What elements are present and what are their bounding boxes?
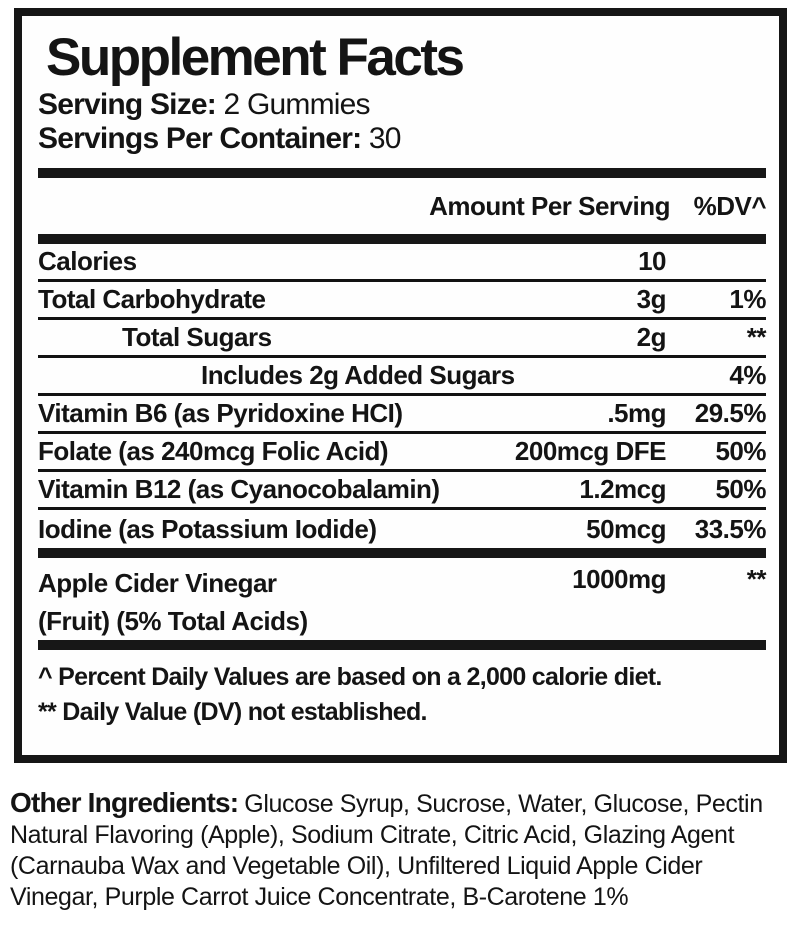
other-ingredients-label: Other Ingredients: xyxy=(10,787,239,818)
nutrient-name: Includes 2g Added Sugars xyxy=(201,360,515,390)
table-row-apple-cider-vinegar: Apple Cider Vinegar (Fruit) (5% Total Ac… xyxy=(38,558,767,640)
acv-name-line2: (Fruit) (5% Total Acids) xyxy=(38,606,308,636)
nutrient-dv: 33.5% xyxy=(694,513,767,544)
nutrient-dv: 29.5% xyxy=(694,398,767,428)
footnotes: ^ Percent Daily Values are based on a 2,… xyxy=(38,660,766,730)
other-ingredients-paragraph: Other Ingredients: Glucose Syrup, Sucrose… xyxy=(10,787,787,913)
panel-title: Supplement Facts xyxy=(46,28,465,87)
servings-per-container-line: Servings Per Container: 30 xyxy=(38,122,766,156)
serving-size-line: Serving Size: 2 Gummies xyxy=(38,88,766,122)
nutrient-amount: 10 xyxy=(638,246,666,276)
nutrient-dv: 50% xyxy=(715,474,766,504)
table-row-vitamin-b12: Vitamin B12 (as Cyanocobalamin) 1.2mcg 5… xyxy=(38,472,767,510)
table-row-folate: Folate (as 240mcg Folic Acid) 200mcg DFE… xyxy=(38,434,767,472)
servings-per-container-label: Servings Per Container: xyxy=(38,122,362,155)
nutrient-name: Calories xyxy=(38,246,137,276)
nutrient-amount: 1000mg xyxy=(572,564,666,594)
serving-size-label: Serving Size: xyxy=(38,88,217,121)
nutrient-amount: 2g xyxy=(636,322,667,352)
amount-per-serving-header: Amount Per Serving xyxy=(429,190,670,221)
nutrient-name: Folate (as 240mcg Folic Acid) xyxy=(38,436,389,466)
table-row-vitamin-b6: Vitamin B6 (as Pyridoxine HCI) .5mg 29.5… xyxy=(38,396,767,434)
divider-bar-header xyxy=(38,234,766,244)
table-row-total-sugars: Total Sugars 2g ** xyxy=(38,320,767,358)
nutrient-name: Total Sugars xyxy=(122,322,272,352)
table-row-iodine: Iodine (as Potassium Iodide) 50mcg 33.5% xyxy=(38,510,767,548)
nutrient-amount: 50mcg xyxy=(586,513,666,544)
nutrient-name: Vitamin B12 (as Cyanocobalamin) xyxy=(38,474,440,504)
nutrient-amount: 200mcg DFE xyxy=(514,436,667,466)
nutrient-dv: 4% xyxy=(729,360,766,390)
nutrient-dv: ** xyxy=(746,322,767,352)
nutrient-amount: .5mg xyxy=(607,398,666,428)
supplement-facts-panel: Supplement Facts Serving Size: 2 Gummies… xyxy=(14,8,787,763)
nutrient-amount: 1.2mcg xyxy=(579,474,666,504)
other-ingredients-text: Glucose Syrup, Sucrose, Water, Glucose, … xyxy=(10,790,763,911)
table-row-total-carbohydrate: Total Carbohydrate 3g 1% xyxy=(38,282,767,320)
nutrient-dv: ** xyxy=(746,564,767,594)
divider-bar-acv xyxy=(38,548,766,558)
table-header-row: Amount Per Serving %DV^ xyxy=(38,178,766,234)
acv-name-line1: Apple Cider Vinegar xyxy=(38,568,277,598)
divider-bar-top xyxy=(38,168,766,178)
divider-bar-footnote xyxy=(38,640,766,650)
table-row-added-sugars: Includes 2g Added Sugars 4% xyxy=(38,358,767,396)
nutrient-name: Total Carbohydrate xyxy=(38,284,266,314)
nutrient-name: Apple Cider Vinegar (Fruit) (5% Total Ac… xyxy=(38,564,491,640)
nutrient-rows: Calories 10 Total Carbohydrate 3g 1% Tot… xyxy=(38,244,767,548)
table-row-calories: Calories 10 xyxy=(38,244,766,282)
nutrient-name: Iodine (as Potassium Iodide) xyxy=(38,513,377,544)
nutrient-name: Vitamin B6 (as Pyridoxine HCI) xyxy=(38,398,403,428)
nutrient-dv: 1% xyxy=(729,284,766,314)
footnote-dv-not-established: ** Daily Value (DV) not established. xyxy=(38,698,428,726)
serving-size-value: 2 Gummies xyxy=(223,88,371,121)
servings-per-container-value: 30 xyxy=(368,122,402,155)
nutrient-amount: 3g xyxy=(636,284,667,314)
nutrient-dv: 50% xyxy=(715,436,766,466)
percent-dv-header: %DV^ xyxy=(693,190,767,221)
footnote-daily-values: ^ Percent Daily Values are based on a 2,… xyxy=(38,663,662,691)
